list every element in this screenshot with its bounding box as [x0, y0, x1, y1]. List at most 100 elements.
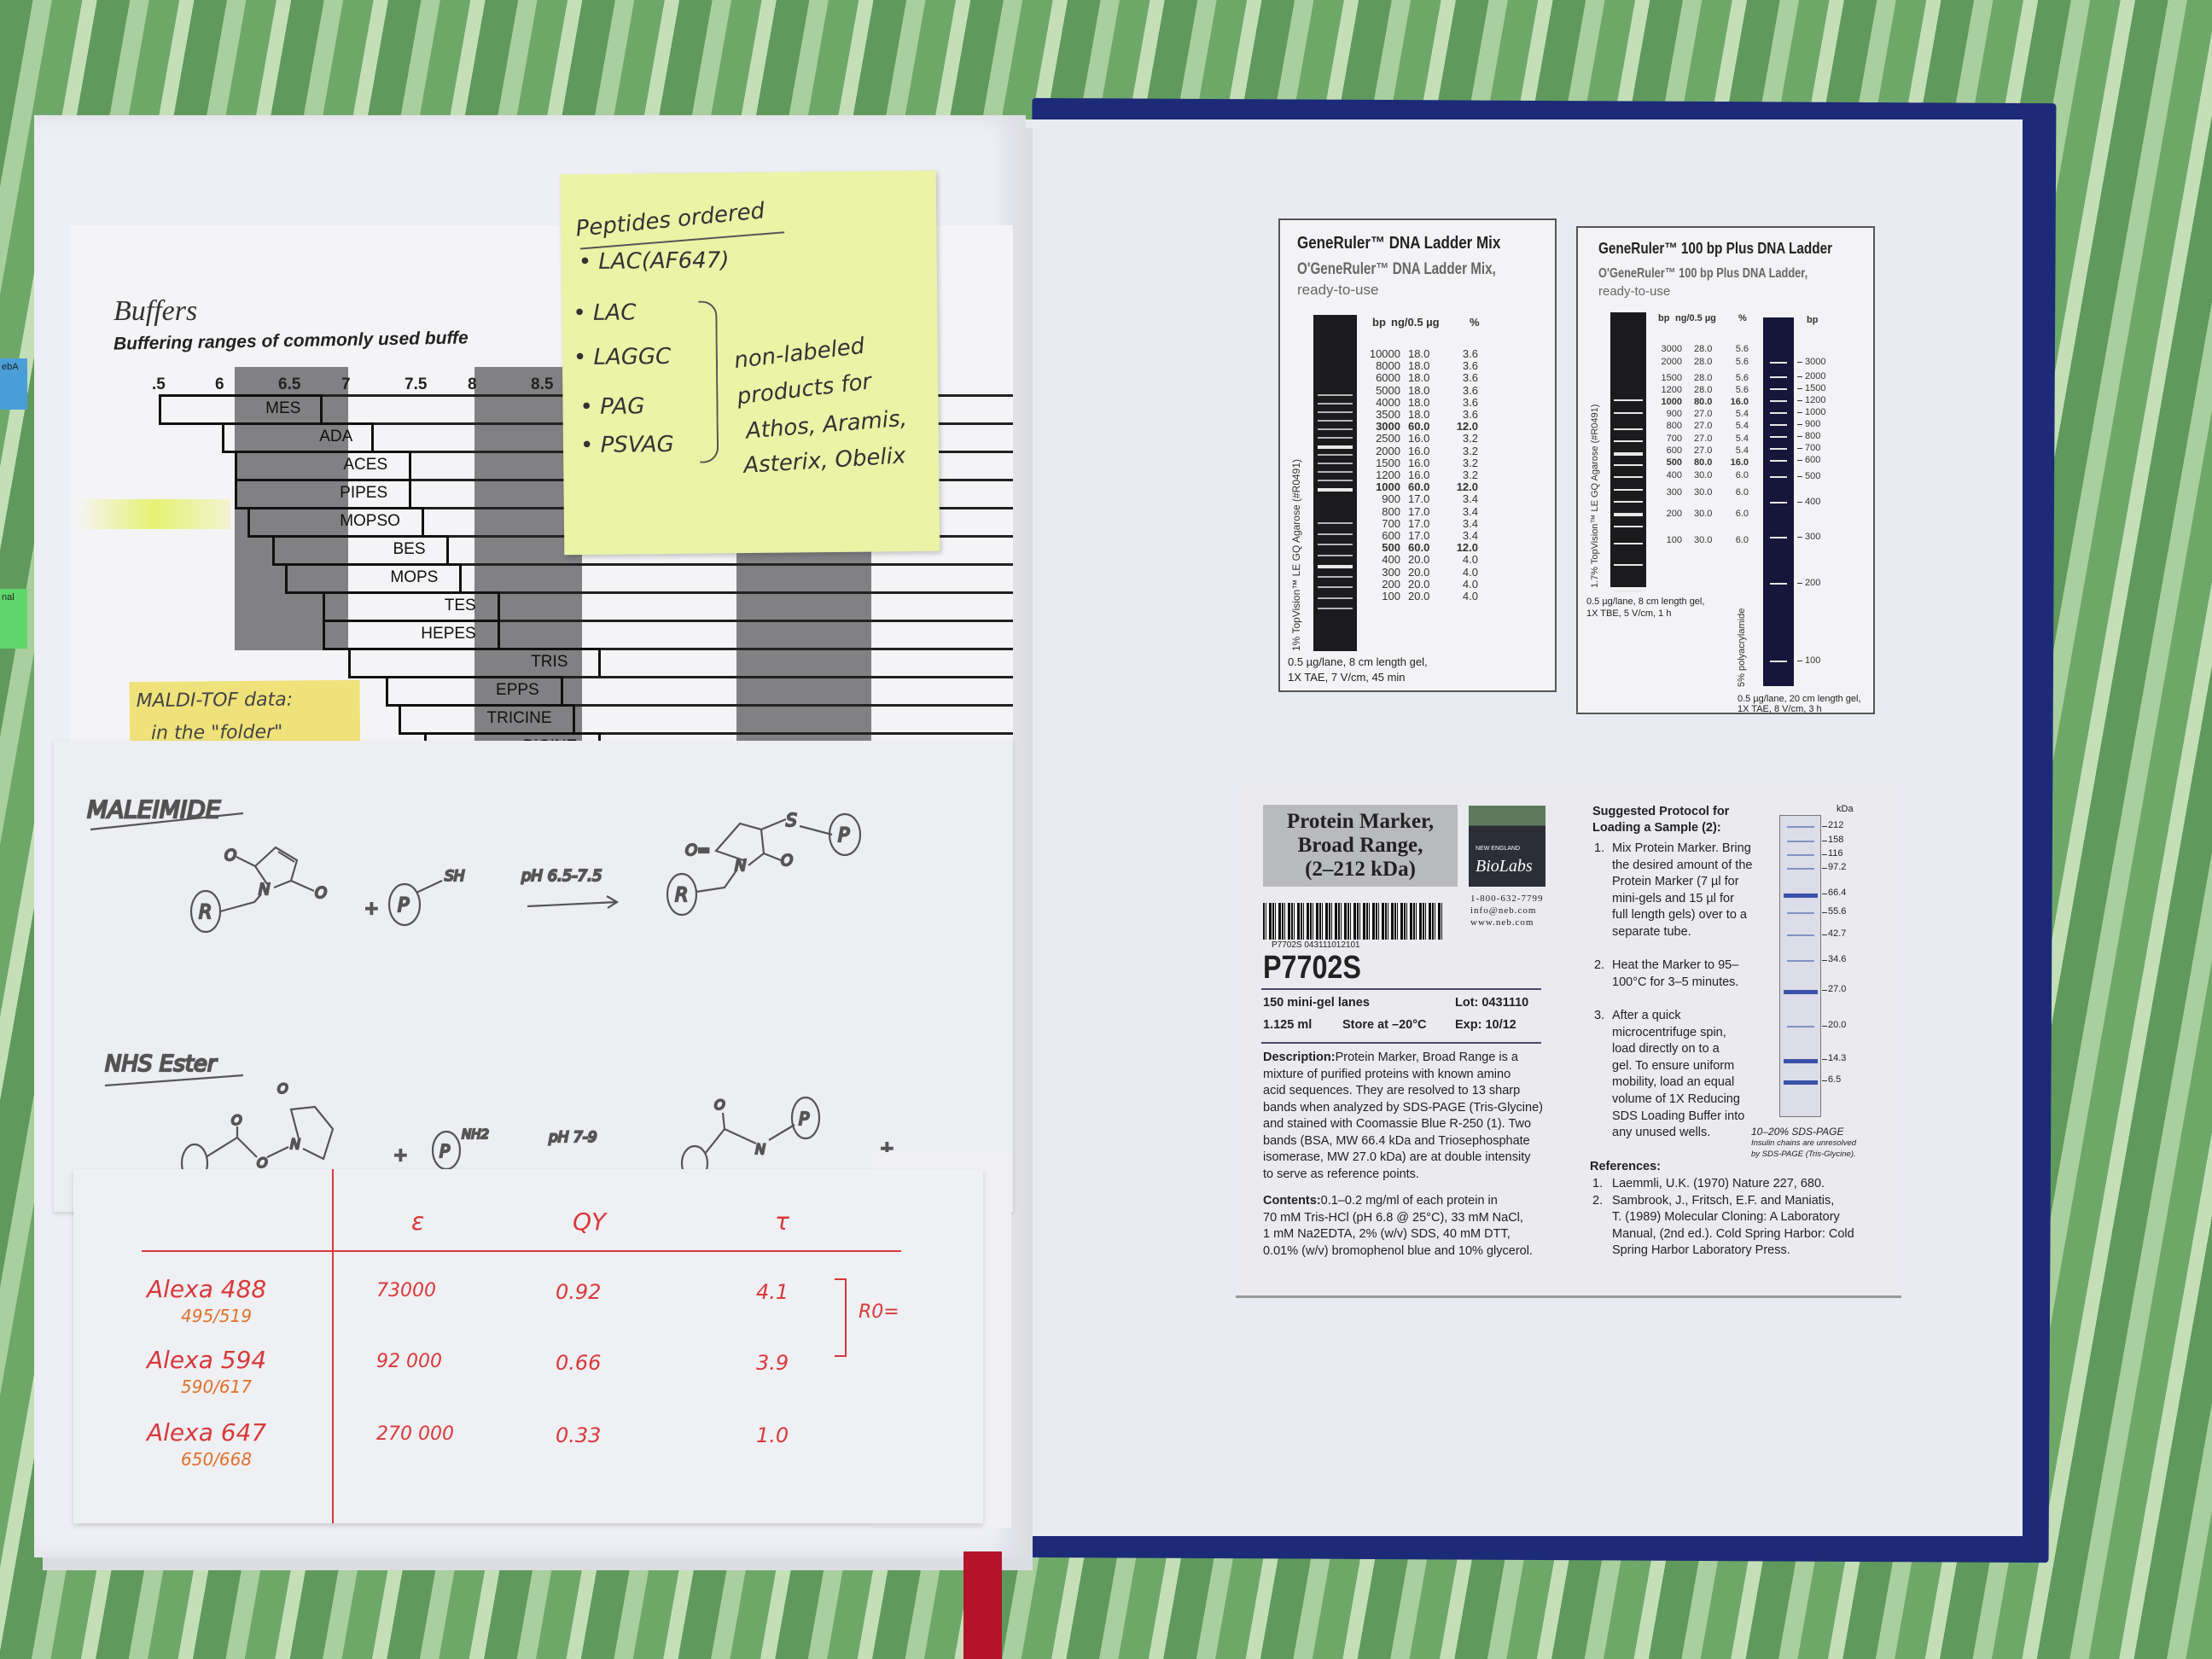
band-size: 10000: [1369, 347, 1400, 360]
band-size: 700: [1382, 516, 1400, 530]
band-size: 900: [1666, 409, 1682, 419]
row-rule: [348, 648, 1013, 650]
label-s: S: [786, 810, 797, 830]
divider: [1261, 1042, 1541, 1044]
references-title: References:: [1590, 1160, 1662, 1173]
protein-band: [1784, 1080, 1818, 1085]
band-mass: 16.0: [1408, 444, 1430, 457]
marker-label: 27.0: [1828, 984, 1847, 994]
step-line: Mix Protein Marker. Bring: [1612, 841, 1751, 855]
reference-line: Spring Harbor Laboratory Press.: [1612, 1243, 1790, 1257]
gel-band: [1318, 554, 1353, 556]
band-mass: 30.0: [1694, 535, 1713, 545]
column-header-bp: bp: [1807, 315, 1819, 325]
gel-label: 1.7% TopVision™ LE GQ Agarose (#R0491): [1590, 404, 1600, 588]
storage: Store at –20°C: [1342, 1018, 1427, 1032]
gel-band: [1770, 388, 1787, 390]
shaded-region: [736, 550, 871, 751]
label-o: O: [714, 1097, 725, 1113]
protein-circle: [828, 812, 862, 857]
buffer-name: MOPSO: [340, 512, 400, 530]
band-percent: 6.0: [1735, 487, 1749, 498]
marker-tick: [1822, 854, 1827, 855]
marker-label: 400: [1805, 497, 1821, 507]
brace: [698, 300, 719, 463]
gel-band: [1614, 399, 1643, 401]
dye-quantum-yield: 0.92: [556, 1280, 602, 1304]
step-number: 1.: [1594, 841, 1605, 855]
marker-label: 1200: [1805, 395, 1826, 405]
band-percent: 4.0: [1462, 577, 1478, 591]
peptide-item: • LAC: [573, 300, 637, 327]
contents-label: Contents:: [1263, 1194, 1321, 1208]
label-o: O: [231, 1112, 242, 1128]
header-qy: QY: [573, 1208, 607, 1236]
website: www.neb.com: [1470, 917, 1534, 928]
band-mass: 30.0: [1694, 470, 1713, 480]
index-tab-blue[interactable]: ebA: [0, 358, 27, 410]
band-mass: 17.0: [1408, 504, 1430, 518]
gel-band: [1614, 543, 1643, 544]
header-tau: τ: [775, 1208, 789, 1236]
band-percent: 6.0: [1735, 509, 1749, 519]
reaction-schemes: MALEIMIDE R N O O + P SH pH 6.5-7.5 R N …: [86, 795, 895, 1184]
gel-band: [1614, 464, 1643, 466]
band-percent: 4.0: [1462, 565, 1478, 579]
marker-tick: [1797, 436, 1802, 437]
buffer-name: ACES: [343, 456, 388, 474]
band-mass: 60.0: [1408, 480, 1430, 494]
label-p: P: [439, 1141, 451, 1161]
band-size: 1200: [1661, 385, 1682, 395]
dye-wavelengths: 495/519: [181, 1306, 253, 1326]
marker-label: 55.6: [1828, 906, 1847, 917]
contents-line: 0.01% (w/v) bromophenol blue and 10% gly…: [1263, 1243, 1533, 1258]
note-line: MALDI-TOF data:: [136, 689, 294, 713]
gel-band: [1770, 583, 1787, 585]
gel-conditions: 1X TAE, 8 V/cm, 3 h: [1738, 704, 1822, 714]
maleimide-title: MALEIMIDE: [87, 795, 221, 824]
divider: [1261, 988, 1541, 990]
band-percent: 3.6: [1462, 359, 1478, 373]
row-rule: [399, 704, 1013, 707]
buffer-name: TRIS: [531, 653, 568, 671]
marker-tick: [1797, 460, 1802, 461]
underline: [90, 812, 244, 831]
band-size: 500: [1382, 541, 1400, 555]
contents-line: 1 mM Na2EDTA, 2% (w/v) SDS, 40 mM DTT,: [1263, 1227, 1511, 1241]
index-tab-green[interactable]: nal: [0, 589, 27, 649]
band-size: 600: [1666, 445, 1682, 456]
protein-circle: [387, 882, 422, 927]
dye-quantum-yield: 0.33: [556, 1423, 602, 1447]
contents-text: 0.1–0.2 mg/ml of each protein in: [1320, 1194, 1498, 1208]
label-n: N: [290, 1136, 300, 1152]
band-percent: 3.2: [1462, 456, 1478, 469]
description-line: bands (BSA, MW 66.4 kDa and Triosephosph…: [1263, 1133, 1530, 1148]
band-mass: 18.0: [1408, 408, 1430, 421]
peptide-item: • PSVAG: [579, 431, 674, 459]
label-n: N: [755, 1141, 765, 1157]
header-rule: [142, 1250, 901, 1252]
gel-conditions: 0.5 µg/lane, 20 cm length gel,: [1738, 694, 1861, 704]
gel-band: [1318, 480, 1353, 481]
product-title: Protein Marker, Broad Range, (2–212 kDa): [1263, 810, 1458, 882]
gel-band: [1770, 661, 1787, 662]
marker-label: 212: [1828, 820, 1844, 830]
marker-tick: [1797, 412, 1802, 413]
row-rule: [423, 732, 1013, 735]
marker-label: 42.7: [1828, 928, 1847, 939]
neb-logo: NEW ENGLAND BioLabs: [1469, 806, 1545, 887]
label-o: O: [315, 884, 327, 902]
row-rule: [323, 620, 1013, 622]
protein-band: [1787, 826, 1814, 828]
marker-label: 3000: [1805, 357, 1826, 367]
marker-tick: [1797, 376, 1802, 377]
band-percent: 5.4: [1735, 409, 1749, 419]
gel-band: [1614, 501, 1643, 503]
buffer-range-bar: BES: [272, 535, 450, 566]
highlighter-mark: [77, 499, 230, 529]
peptide-item: • LAGGC: [573, 343, 672, 371]
100bp-plus-ladder-card: GeneRuler™ 100 bp Plus DNA Ladder O'Gene…: [1576, 226, 1875, 714]
gel-band: [1770, 502, 1787, 504]
step-line: Protein Marker (7 µl for: [1612, 875, 1739, 889]
title-line: (2–212 kDa): [1305, 858, 1416, 881]
